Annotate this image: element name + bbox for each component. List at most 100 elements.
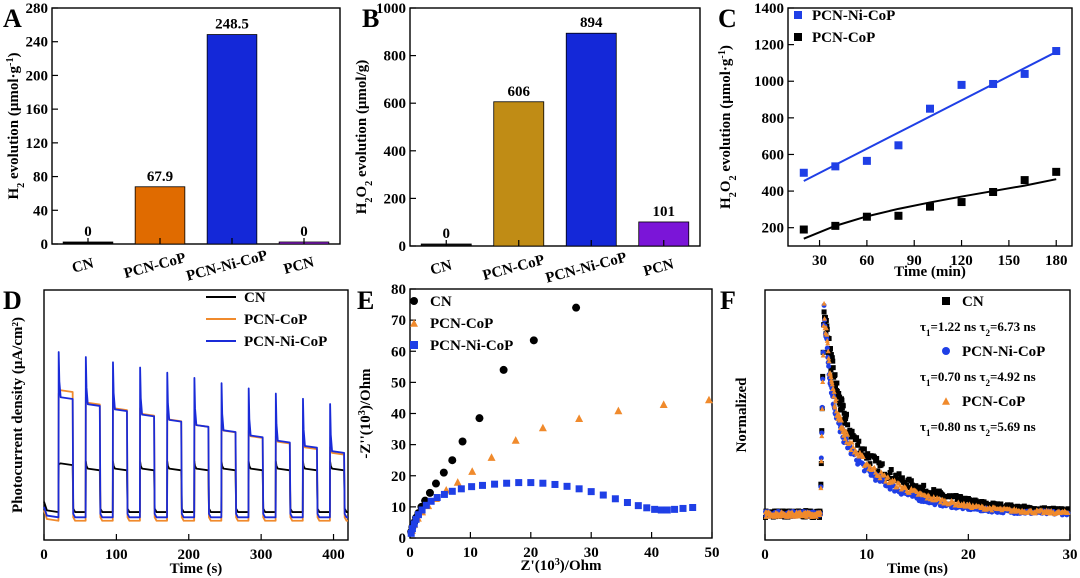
x-tick-label: 0 [761,547,769,563]
decay-point [998,501,1004,507]
x-tick-label: 120 [950,253,973,269]
decay-point [833,408,839,414]
decay-point [820,379,826,385]
lifetime-label-part: =4.92 ns [990,369,1036,384]
data-point [663,506,671,514]
bar-pcn-ni-cop [565,32,617,247]
lifetime-label: τ1=0.70 ns τ2=4.92 ns [920,369,1036,388]
legend-marker [410,319,418,327]
decay-point [829,355,835,361]
legend-marker [410,297,418,305]
decay-point [824,338,830,343]
decay-point [826,358,832,364]
decay-point [888,467,894,473]
bar-value-label: 0 [443,226,451,242]
decay-point [893,472,899,478]
decay-point [837,401,843,407]
decay-point [930,492,936,498]
data-point [957,80,966,89]
data-point [425,488,434,497]
decay-point [902,480,908,486]
decay-point [817,512,823,517]
decay-point [856,438,862,444]
plot-frame [764,289,1071,541]
bar-value-label: 0 [300,224,308,240]
y-tick-label: 200 [384,191,407,207]
y-axis-label-part: ) [6,52,22,57]
decay-point [822,315,828,321]
decay-point [819,406,825,411]
decay-point [828,352,834,358]
y-axis-label-part: 2 [364,198,375,203]
decay-point [824,332,830,337]
y-tick-label: 80 [391,282,406,298]
data-point [614,406,623,415]
decay-point [843,411,849,417]
data-point [704,395,713,404]
y-tick-label: 10 [391,500,406,516]
decay-point [913,483,919,489]
lifetime-label: τ1=1.22 ns τ2=6.73 ns [920,319,1036,338]
decay-point [818,458,824,464]
x-category-label: PCN [642,256,676,279]
y-tick-label: 70 [391,313,406,329]
lifetime-label-part: τ [920,419,926,434]
data-point [572,303,581,312]
x-axis-label-part: 3 [555,557,560,568]
decay-point [824,345,830,351]
data-point [679,504,687,512]
decay-point [838,417,844,423]
y-tick-label: 400 [762,184,785,200]
data-point [408,525,416,533]
y-tick-label: 160 [26,102,49,118]
y-axis-label-part: -Z''(10 [358,415,374,458]
decay-point [830,358,836,364]
data-point [499,365,508,374]
data-point [431,479,440,488]
x-tick-label: 60 [859,253,874,269]
y-axis-label: H2O2 evolution (μmol·g-1) [717,45,739,209]
decay-point [840,403,846,409]
data-point [453,478,462,486]
panel-a: 0 40 80 120 160 200 240 280 0 CN 67.9 PCN-CoP 248.5 P… [3,1,341,285]
panel-letter-A: A [3,4,22,33]
data-point [539,479,547,487]
legend-label: CN [962,294,984,310]
legend-label: PCN-Ni-CoP [962,344,1045,360]
panel-letter-C: C [718,4,737,33]
series-cn [763,309,1071,520]
data-point [407,529,415,537]
decay-point [818,481,824,487]
y-tick-label: 400 [384,144,407,160]
data-point [799,225,808,234]
bar-pcn-ni-cop [206,34,258,245]
x-tick-label: 0 [406,545,414,561]
y-axis-label-part: -1 [717,50,728,59]
series-pcn-cop: PCN-CoP [794,30,1061,240]
decay-point [825,340,831,346]
decay-point [883,478,889,484]
lifetime-label-part: 1 [926,428,931,438]
decay-point [845,422,851,428]
lifetime-label-part: =1.22 ns [931,319,980,334]
bar-pcn-cop [493,101,545,247]
y-tick-label: 40 [33,203,48,219]
decay-point [845,431,851,437]
y-tick-label: 200 [762,221,785,237]
decay-point [1032,510,1038,516]
y-tick-label: 800 [384,49,407,65]
y-tick-label: 240 [26,35,49,51]
decay-point [829,381,835,387]
decay-point [867,463,873,469]
legend-label: PCN-Ni-CoP [812,8,895,24]
data-point [657,506,665,514]
decay-point [833,396,839,402]
data-point [418,506,426,514]
legend-pcn-ni-cop: PCN-Ni-CoP τ1=0.70 ns τ2=4.92 ns [920,344,1045,388]
plot-frame [787,7,1073,247]
decay-point [941,500,947,506]
panel-letter-F: F [720,286,736,315]
series-pcn-ni-cop: PCN-Ni-CoP [407,338,697,537]
decay-point [909,482,915,488]
